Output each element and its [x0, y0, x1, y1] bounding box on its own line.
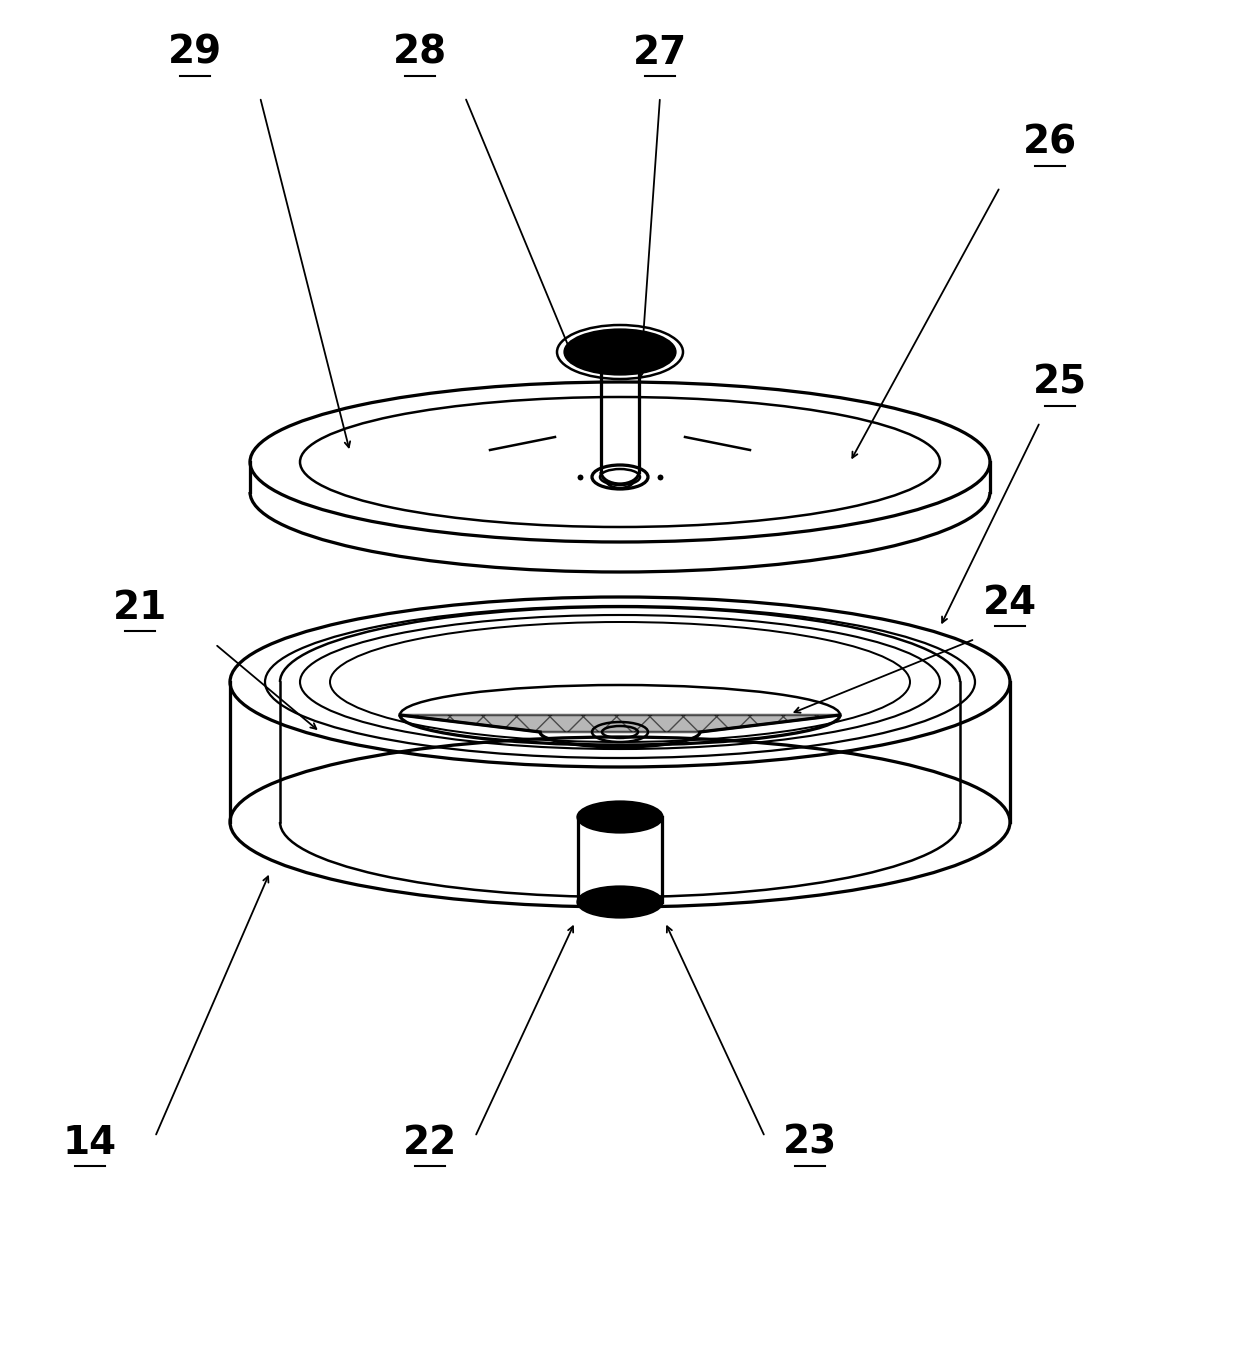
Text: 28: 28 — [393, 34, 448, 72]
Text: 14: 14 — [63, 1124, 117, 1162]
Text: 23: 23 — [782, 1124, 837, 1162]
Polygon shape — [401, 715, 839, 731]
Ellipse shape — [578, 802, 662, 832]
Text: 22: 22 — [403, 1124, 458, 1162]
Text: 27: 27 — [632, 34, 687, 72]
Ellipse shape — [578, 887, 662, 917]
Text: 29: 29 — [167, 34, 222, 72]
Text: 21: 21 — [113, 588, 167, 627]
Text: 24: 24 — [983, 584, 1037, 622]
Text: 25: 25 — [1033, 364, 1087, 402]
Ellipse shape — [565, 330, 675, 375]
Text: 26: 26 — [1023, 124, 1078, 162]
